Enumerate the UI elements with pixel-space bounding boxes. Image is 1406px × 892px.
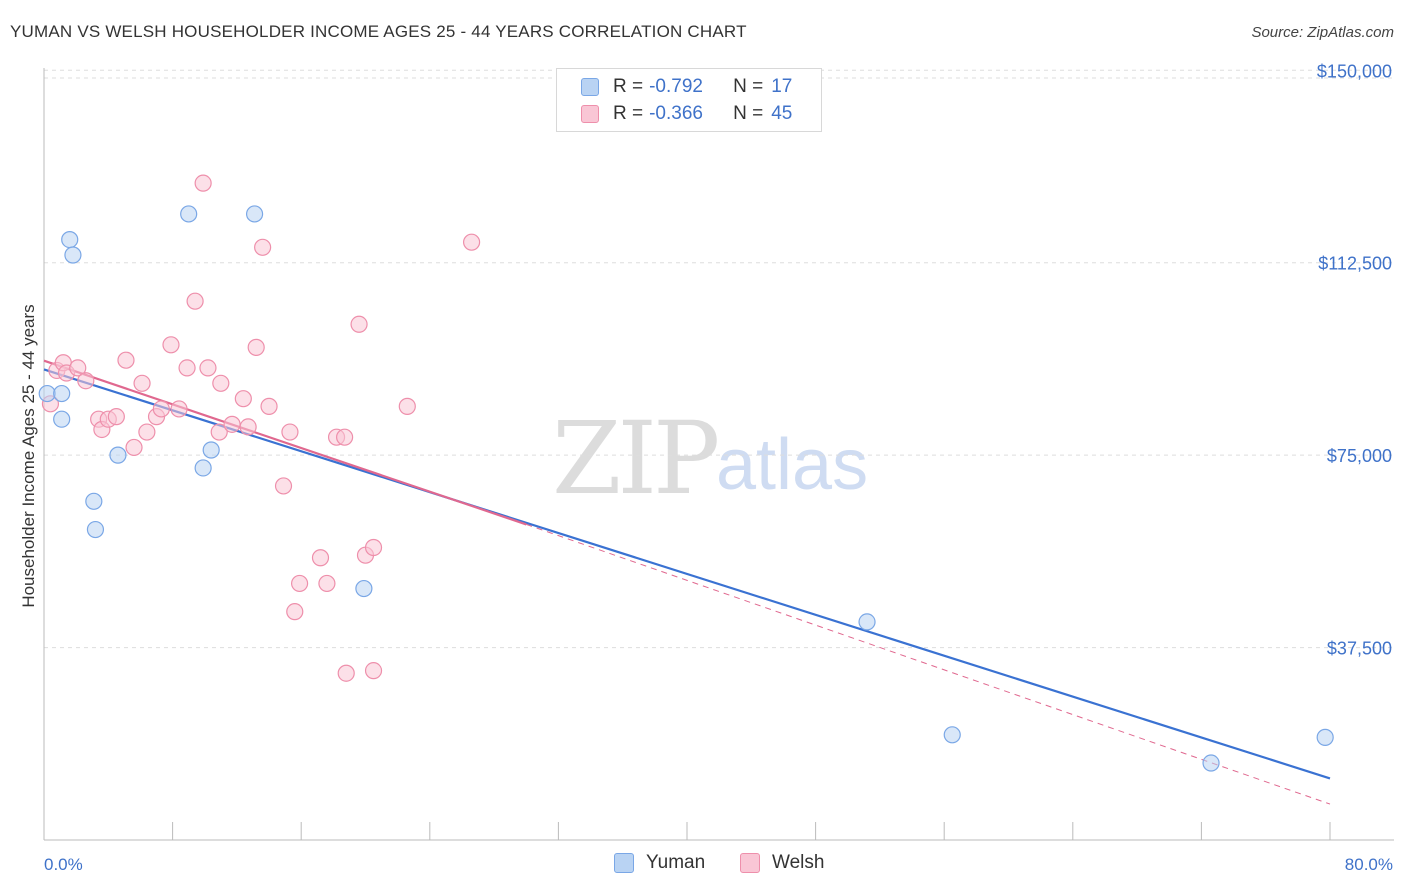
y-tick-label: $150,000	[1317, 61, 1392, 81]
correlation-legend: R = -0.792 N = 17 R = -0.366 N = 45	[556, 68, 822, 132]
y-axis-title: Householder Income Ages 25 - 44 years	[19, 304, 38, 607]
welsh-point	[117, 351, 135, 369]
yuman-point	[858, 613, 876, 631]
source-label: Source: ZipAtlas.com	[1251, 24, 1394, 41]
welsh-point	[210, 423, 228, 441]
legend-yuman-label: Yuman	[646, 852, 706, 873]
welsh-point	[170, 400, 188, 418]
trend-lines	[43, 359, 1331, 805]
axes	[43, 68, 1394, 841]
welsh-point	[398, 397, 416, 415]
welsh-point	[337, 664, 355, 682]
yuman-point	[194, 459, 212, 477]
yuman-point	[1316, 728, 1334, 746]
welsh-point	[260, 397, 278, 415]
y-tick-label: $75,000	[1327, 446, 1392, 466]
welsh-n-label: N =	[733, 103, 764, 124]
welsh-point	[138, 423, 156, 441]
welsh-point	[199, 359, 217, 377]
welsh-point	[162, 336, 180, 354]
welsh-point	[336, 428, 354, 446]
welsh-point	[254, 238, 272, 256]
x-tick-label-min: 0.0%	[44, 855, 83, 874]
yuman-r-label: R =	[613, 76, 644, 97]
welsh-point	[281, 423, 299, 441]
watermark-zip: ZIP	[552, 400, 720, 517]
welsh-point	[462, 233, 481, 251]
welsh-point	[239, 418, 257, 436]
legend-row-yuman: R = -0.792 N = 17	[581, 75, 792, 99]
welsh-point	[223, 415, 241, 433]
yuman-point	[61, 231, 79, 249]
x-tick-label-max: 80.0%	[1345, 855, 1393, 874]
yuman-point	[180, 205, 198, 223]
welsh-n-value: 45	[771, 103, 793, 124]
welsh-point	[186, 292, 204, 310]
yuman-n-value: 17	[771, 76, 793, 97]
welsh-point	[125, 438, 143, 457]
yuman-point	[109, 446, 127, 464]
yuman-point	[85, 492, 103, 510]
y-tick-label: $37,500	[1327, 639, 1392, 659]
welsh-point	[311, 549, 330, 567]
yuman-point	[64, 246, 82, 264]
data-points	[38, 174, 1334, 772]
welsh-point	[212, 374, 230, 392]
watermark-atlas: atlas	[716, 425, 869, 505]
welsh-swatch	[581, 105, 599, 123]
legend-item-yuman[interactable]: Yuman	[614, 852, 705, 874]
series-legend: Yuman Welsh	[0, 852, 1406, 878]
welsh-point	[364, 538, 383, 557]
grid-lines	[44, 69, 1394, 649]
welsh-point	[178, 359, 196, 377]
legend-welsh-swatch	[740, 853, 760, 873]
welsh-point	[274, 477, 293, 495]
welsh-point	[247, 338, 265, 356]
welsh-point	[318, 574, 336, 593]
yuman-r-value: -0.792	[649, 76, 703, 97]
yuman-point	[245, 205, 264, 223]
yuman-point	[53, 384, 71, 403]
legend-yuman-swatch	[614, 853, 634, 873]
welsh-point	[152, 400, 170, 418]
welsh-point	[69, 359, 87, 377]
welsh-point	[77, 372, 95, 390]
yuman-trend-line	[43, 368, 1331, 780]
y-tick-label: $112,500	[1318, 254, 1392, 274]
axis-labels: $37,500 $75,000 $112,500 $150,000 0.0% 80.0% H…	[19, 61, 1393, 874]
chart-title: YUMAN VS WELSH HOUSEHOLDER INCOME AGES 2…	[10, 22, 747, 41]
yuman-point	[355, 579, 373, 598]
welsh-point	[286, 603, 304, 621]
legend-welsh-label: Welsh	[772, 852, 825, 873]
yuman-n-label: N =	[733, 76, 764, 97]
welsh-point	[133, 374, 151, 392]
welsh-point	[234, 390, 252, 408]
yuman-point	[86, 520, 105, 539]
welsh-trend-line	[43, 359, 527, 526]
welsh-r-label: R =	[613, 103, 644, 124]
yuman-point	[943, 726, 961, 744]
yuman-point	[202, 441, 220, 459]
welsh-point	[364, 662, 383, 680]
welsh-point	[107, 408, 125, 426]
yuman-point	[38, 384, 56, 403]
welsh-trend-extension	[526, 523, 1331, 805]
legend-item-welsh[interactable]: Welsh	[740, 852, 824, 874]
welsh-point	[194, 174, 212, 192]
yuman-point	[1202, 754, 1220, 772]
yuman-swatch	[581, 78, 599, 96]
welsh-r-value: -0.366	[649, 103, 703, 124]
yuman-point	[53, 410, 71, 428]
welsh-point	[350, 315, 368, 333]
welsh-point	[290, 574, 309, 593]
legend-row-welsh: R = -0.366 N = 45	[581, 102, 792, 126]
